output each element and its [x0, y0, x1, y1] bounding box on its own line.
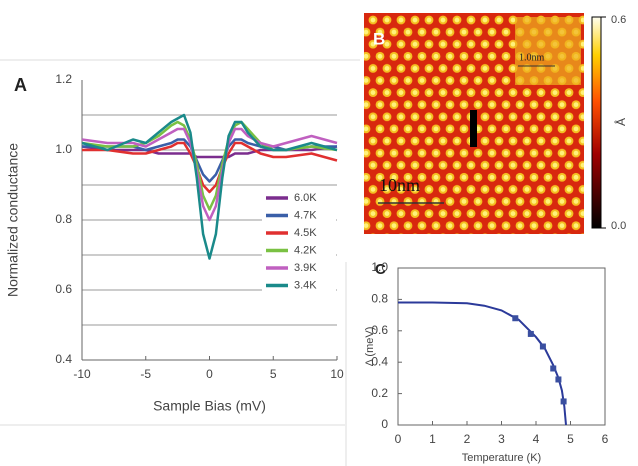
panel-label: B	[373, 29, 385, 48]
legend-label: 4.5K	[294, 227, 317, 239]
series-line	[81, 113, 338, 260]
panel-label: A	[14, 75, 27, 95]
scale-label: 10nm	[379, 175, 420, 195]
data-point	[560, 398, 567, 405]
y-tick-label: 0.6	[371, 323, 388, 337]
y-axis-label: Δ (meV)	[364, 327, 376, 367]
x-tick-label: 0	[395, 432, 402, 446]
y-tick-label: 1.0	[55, 142, 72, 156]
legend-label: 4.2K	[294, 244, 317, 256]
colorbar-tick-label: 0.6	[611, 14, 626, 26]
marker-bar	[470, 110, 477, 147]
y-tick-label: 1.0	[371, 260, 388, 274]
series-line	[82, 141, 338, 194]
x-axis-label: Temperature (K)	[462, 452, 541, 464]
legend-label: 3.9K	[294, 262, 317, 274]
x-tick-label: -5	[140, 367, 151, 381]
x-tick-label: 2	[464, 432, 471, 446]
x-tick-label: 4	[533, 432, 540, 446]
x-tick-label: 5	[567, 432, 574, 446]
x-tick-label: 6	[602, 432, 609, 446]
inset-scale-label: 1.0nm	[519, 52, 545, 63]
y-tick-label: 0.8	[55, 212, 72, 226]
y-tick-label: 0.2	[371, 386, 388, 400]
x-tick-label: 0	[206, 367, 213, 381]
x-tick-label: 10	[330, 367, 344, 381]
legend-box	[262, 188, 336, 296]
y-tick-label: 0.4	[371, 354, 388, 368]
data-point	[550, 365, 557, 372]
y-tick-label: 0	[381, 417, 388, 431]
fit-line	[398, 301, 567, 426]
data-point	[512, 315, 519, 322]
y-tick-label: 1.2	[55, 72, 72, 86]
series-line	[81, 127, 338, 222]
y-tick-label: 0.6	[55, 282, 72, 296]
x-tick-label: -10	[73, 367, 91, 381]
colorbar	[591, 16, 602, 229]
x-tick-label: 5	[270, 367, 277, 381]
data-point	[555, 376, 562, 383]
inset	[515, 17, 581, 85]
panel-label: C	[375, 261, 386, 278]
legend-label: 4.7K	[294, 209, 317, 221]
x-tick-label: 1	[429, 432, 436, 446]
legend-label: 3.4K	[294, 279, 317, 291]
colorbar-label: Å	[613, 118, 628, 126]
y-tick-label: 0.4	[55, 352, 72, 366]
x-tick-label: 3	[498, 432, 505, 446]
legend-label: 6.0K	[294, 192, 317, 204]
data-point	[539, 343, 546, 350]
y-axis-label: Normalized conductance	[5, 143, 21, 297]
y-tick-label: 0.8	[371, 292, 388, 306]
colorbar-tick-label: 0.0	[611, 220, 626, 232]
x-axis-label: Sample Bias (mV)	[153, 398, 266, 414]
data-point	[527, 330, 534, 337]
plot-frame	[397, 267, 606, 426]
